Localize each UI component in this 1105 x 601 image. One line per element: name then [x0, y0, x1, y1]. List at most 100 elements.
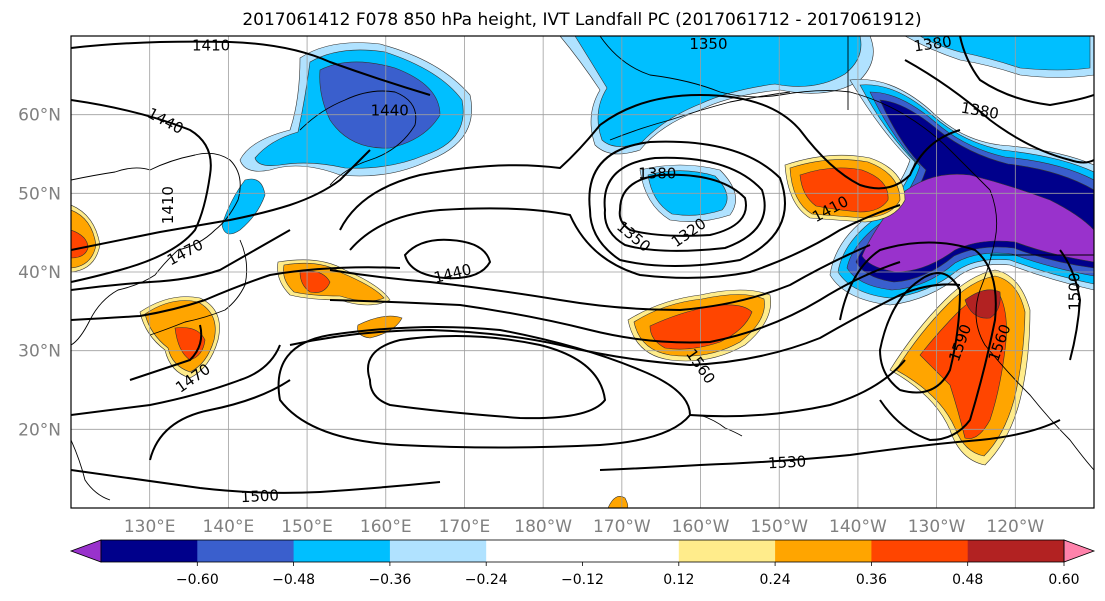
colorbar-segment: [101, 540, 198, 562]
lon-tick-label: 150°E: [281, 517, 333, 537]
coast-aleutians: [609, 91, 791, 141]
colorbar-tick-label: −0.12: [561, 572, 604, 588]
contour-1590: [878, 271, 962, 394]
contour-low-1380: [588, 140, 786, 267]
colorbar-tick-label: 0.24: [760, 572, 791, 588]
latitude-tick-labels: 60°N 50°N 40°N 30°N 20°N: [18, 106, 61, 441]
graticule: [71, 36, 1094, 508]
colorbar-tick-label: 0.60: [1048, 572, 1079, 588]
contour-label-text: 1380: [638, 165, 676, 183]
colorbar: −0.60 −0.48 −0.36 −0.24 −0.12 0.12 0.24 0.36 0.4…: [69, 539, 1096, 588]
lat-tick-label: 30°N: [18, 342, 61, 362]
contour-low-1320: [618, 173, 747, 237]
contour-label-text: 1500: [1065, 273, 1083, 311]
lon-tick-label: 150°W: [750, 517, 808, 537]
colorbar-segment: [582, 540, 680, 562]
lat-tick-label: 40°N: [18, 263, 61, 283]
contour-1470-mid: [329, 244, 871, 312]
contour-1560-high: [367, 335, 607, 420]
contour-1530-high: [277, 325, 692, 449]
contour-label-text: 1350: [689, 35, 727, 53]
contour-1530-bottom: [599, 419, 1061, 471]
lon-tick-label: 160°E: [360, 517, 412, 537]
contour-1500-east: [1059, 249, 1082, 361]
shade-red: [919, 291, 1007, 439]
contour-label: 1410: [192, 36, 230, 54]
lat-tick-label: 60°N: [18, 106, 61, 126]
lon-tick-label: 130°W: [908, 517, 966, 537]
colorbar-tick-label: −0.48: [272, 572, 315, 588]
contour-label: 1500: [1065, 273, 1083, 311]
colorbar-segment: [389, 540, 487, 562]
height-contours: [71, 36, 1094, 494]
lon-tick-label: 170°W: [593, 517, 651, 537]
contour-1500-west: [71, 229, 291, 291]
border-canada-us: [847, 36, 1094, 256]
contour-1440-mid: [349, 204, 901, 279]
contour-label: 1440: [371, 102, 409, 120]
contour-label: 1350: [689, 35, 727, 53]
lon-tick-label: 170°E: [439, 517, 491, 537]
contour-label-text: 1410: [192, 36, 230, 54]
coast-asia: [71, 152, 241, 346]
contour-1410-mid: [339, 93, 961, 231]
contour-1380-east: [959, 36, 1094, 107]
contour-1470: [71, 149, 371, 251]
contour-label: 1380: [913, 32, 953, 55]
lon-tick-label: 130°E: [124, 517, 176, 537]
contour-label: 1530: [768, 452, 807, 472]
contour-1530-mid: [289, 283, 961, 367]
colorbar-segment: [775, 540, 872, 562]
contour-1470-jp: [129, 324, 203, 381]
colorbar-tick-label: −0.36: [368, 572, 411, 588]
contour-low-1350: [603, 156, 766, 252]
lon-tick-label: 120°W: [986, 517, 1044, 537]
coastlines: [71, 36, 1094, 501]
contour-1500-mid: [329, 261, 901, 344]
colorbar-segment: [293, 540, 391, 562]
colorbar-segment: [486, 540, 583, 562]
contour-1500-south: [71, 344, 281, 416]
lon-tick-label: 140°E: [203, 517, 255, 537]
coast-alaska: [599, 36, 991, 191]
lat-tick-label: 20°N: [18, 420, 61, 440]
contour-1440-low: [403, 238, 492, 280]
contour-label: 1410: [159, 186, 177, 224]
shade-red: [299, 270, 331, 293]
contour-1560-east: [839, 241, 997, 442]
colorbar-tick-label: 0.36: [856, 572, 887, 588]
longitude-tick-labels: 130°E 140°E 150°E 160°E 170°E 180°W 170°W 160°W…: [124, 517, 1045, 537]
colorbar-segment: [678, 540, 776, 562]
coast-hawaii: [699, 414, 743, 437]
shade-mid-blue: [319, 61, 441, 149]
colorbar-tick-label: −0.24: [465, 572, 508, 588]
colorbar-tick-label: 0.48: [952, 572, 983, 588]
colorbar-tick-label: 0.12: [663, 572, 694, 588]
contour-label-text: 1530: [768, 452, 807, 472]
coast-philippines: [71, 439, 111, 501]
lon-tick-label: 140°W: [829, 517, 887, 537]
contour-1500-bottom: [71, 469, 441, 494]
contour-label: 1500: [240, 486, 279, 506]
coast-north-america: [975, 189, 1094, 471]
shade-red: [799, 167, 889, 213]
contour-label-text: 1500: [240, 486, 279, 506]
colorbar-segment: [967, 540, 1065, 562]
contour-label: 1380: [638, 165, 676, 183]
contour-1530-west: [71, 266, 401, 321]
contour-1440-north: [71, 99, 212, 283]
lat-tick-label: 50°N: [18, 184, 61, 204]
shade-red: [71, 229, 89, 259]
contour-1530-south: [149, 359, 906, 461]
contour-label-text: 1380: [913, 32, 953, 55]
shade-purple: [861, 173, 1094, 273]
colorbar-tick-label: −0.60: [176, 572, 219, 588]
colorbar-segment: [871, 540, 969, 562]
contour-1410-north: [71, 40, 431, 96]
colorbar-extend-high: [1063, 539, 1096, 563]
colorbar-extend-low: [69, 539, 102, 563]
map-title: 2017061412 F078 850 hPa height, IVT Land…: [242, 10, 921, 30]
shade-dark-red: [964, 289, 1001, 319]
